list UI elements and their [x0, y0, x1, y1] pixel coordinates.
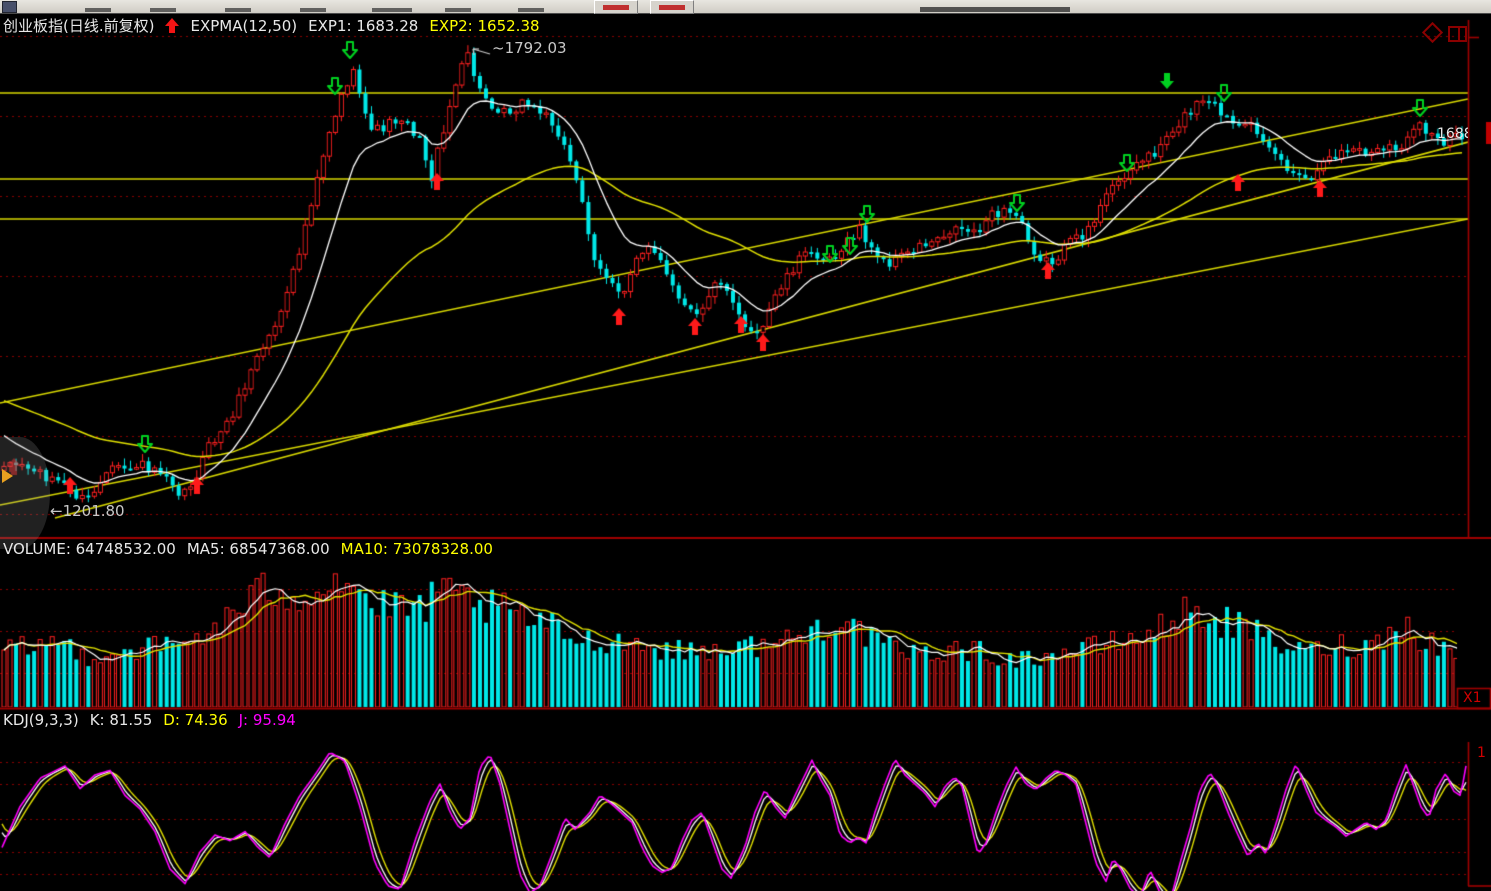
high-price-annotation: ~1792.03: [492, 39, 567, 57]
menu-text-fragment: [518, 8, 544, 12]
side-panel-handle[interactable]: [0, 437, 50, 549]
menu-button[interactable]: [650, 0, 694, 14]
kdj-name[interactable]: KDJ(9,3,3): [3, 711, 79, 729]
volume-value[interactable]: VOLUME: 64748532.00: [3, 540, 176, 558]
menu-text-fragment: [300, 8, 326, 12]
volume-header: VOLUME: 64748532.00 MA5: 68547368.00 MA1…: [3, 540, 493, 558]
menu-text-fragment: [85, 8, 111, 12]
exp1-value: EXP1: 1683.28: [308, 16, 419, 35]
volume-ma5-value: MA5: 68547368.00: [186, 540, 330, 558]
zoom-factor-label[interactable]: X1: [1463, 690, 1482, 706]
menu-text-fragment: [445, 8, 471, 12]
menu-text-fragment: [225, 8, 251, 12]
kdj-k-value: K: 81.55: [89, 711, 153, 729]
expand-arrow-icon[interactable]: [2, 469, 13, 483]
menu-button-label-fragment: [659, 5, 685, 10]
window-split-icon[interactable]: [1448, 26, 1467, 42]
menu-text-fragment: [150, 8, 176, 12]
app-logo-icon[interactable]: [2, 1, 17, 13]
kdj-header: KDJ(9,3,3) K: 81.55 D: 74.36 J: 95.94: [3, 711, 296, 729]
main-chart-header: 创业板指(日线.前复权) EXPMA(12,50) EXP1: 1683.28 …: [3, 15, 540, 36]
menu-button[interactable]: [594, 0, 638, 14]
indicator-label[interactable]: EXPMA(12,50): [190, 16, 298, 35]
up-arrow-icon: [165, 18, 180, 33]
volume-ma10-value: MA10: 73078328.00: [340, 540, 493, 558]
menu-text-fragment: [920, 7, 1070, 12]
low-price-annotation: ←1201.80: [50, 502, 125, 520]
kdj-axis-label: 1: [1477, 745, 1486, 761]
menu-text-fragment: [372, 8, 412, 12]
kdj-d-value: D: 74.36: [163, 711, 228, 729]
kdj-j-value: J: 95.94: [238, 711, 296, 729]
menu-bar[interactable]: [0, 0, 1491, 14]
menu-button-label-fragment: [603, 5, 629, 10]
instrument-title: 创业板指(日线.前复权): [3, 17, 155, 35]
exp2-value: EXP2: 1652.38: [429, 16, 540, 35]
last-price-label: 1688: [1437, 126, 1468, 142]
